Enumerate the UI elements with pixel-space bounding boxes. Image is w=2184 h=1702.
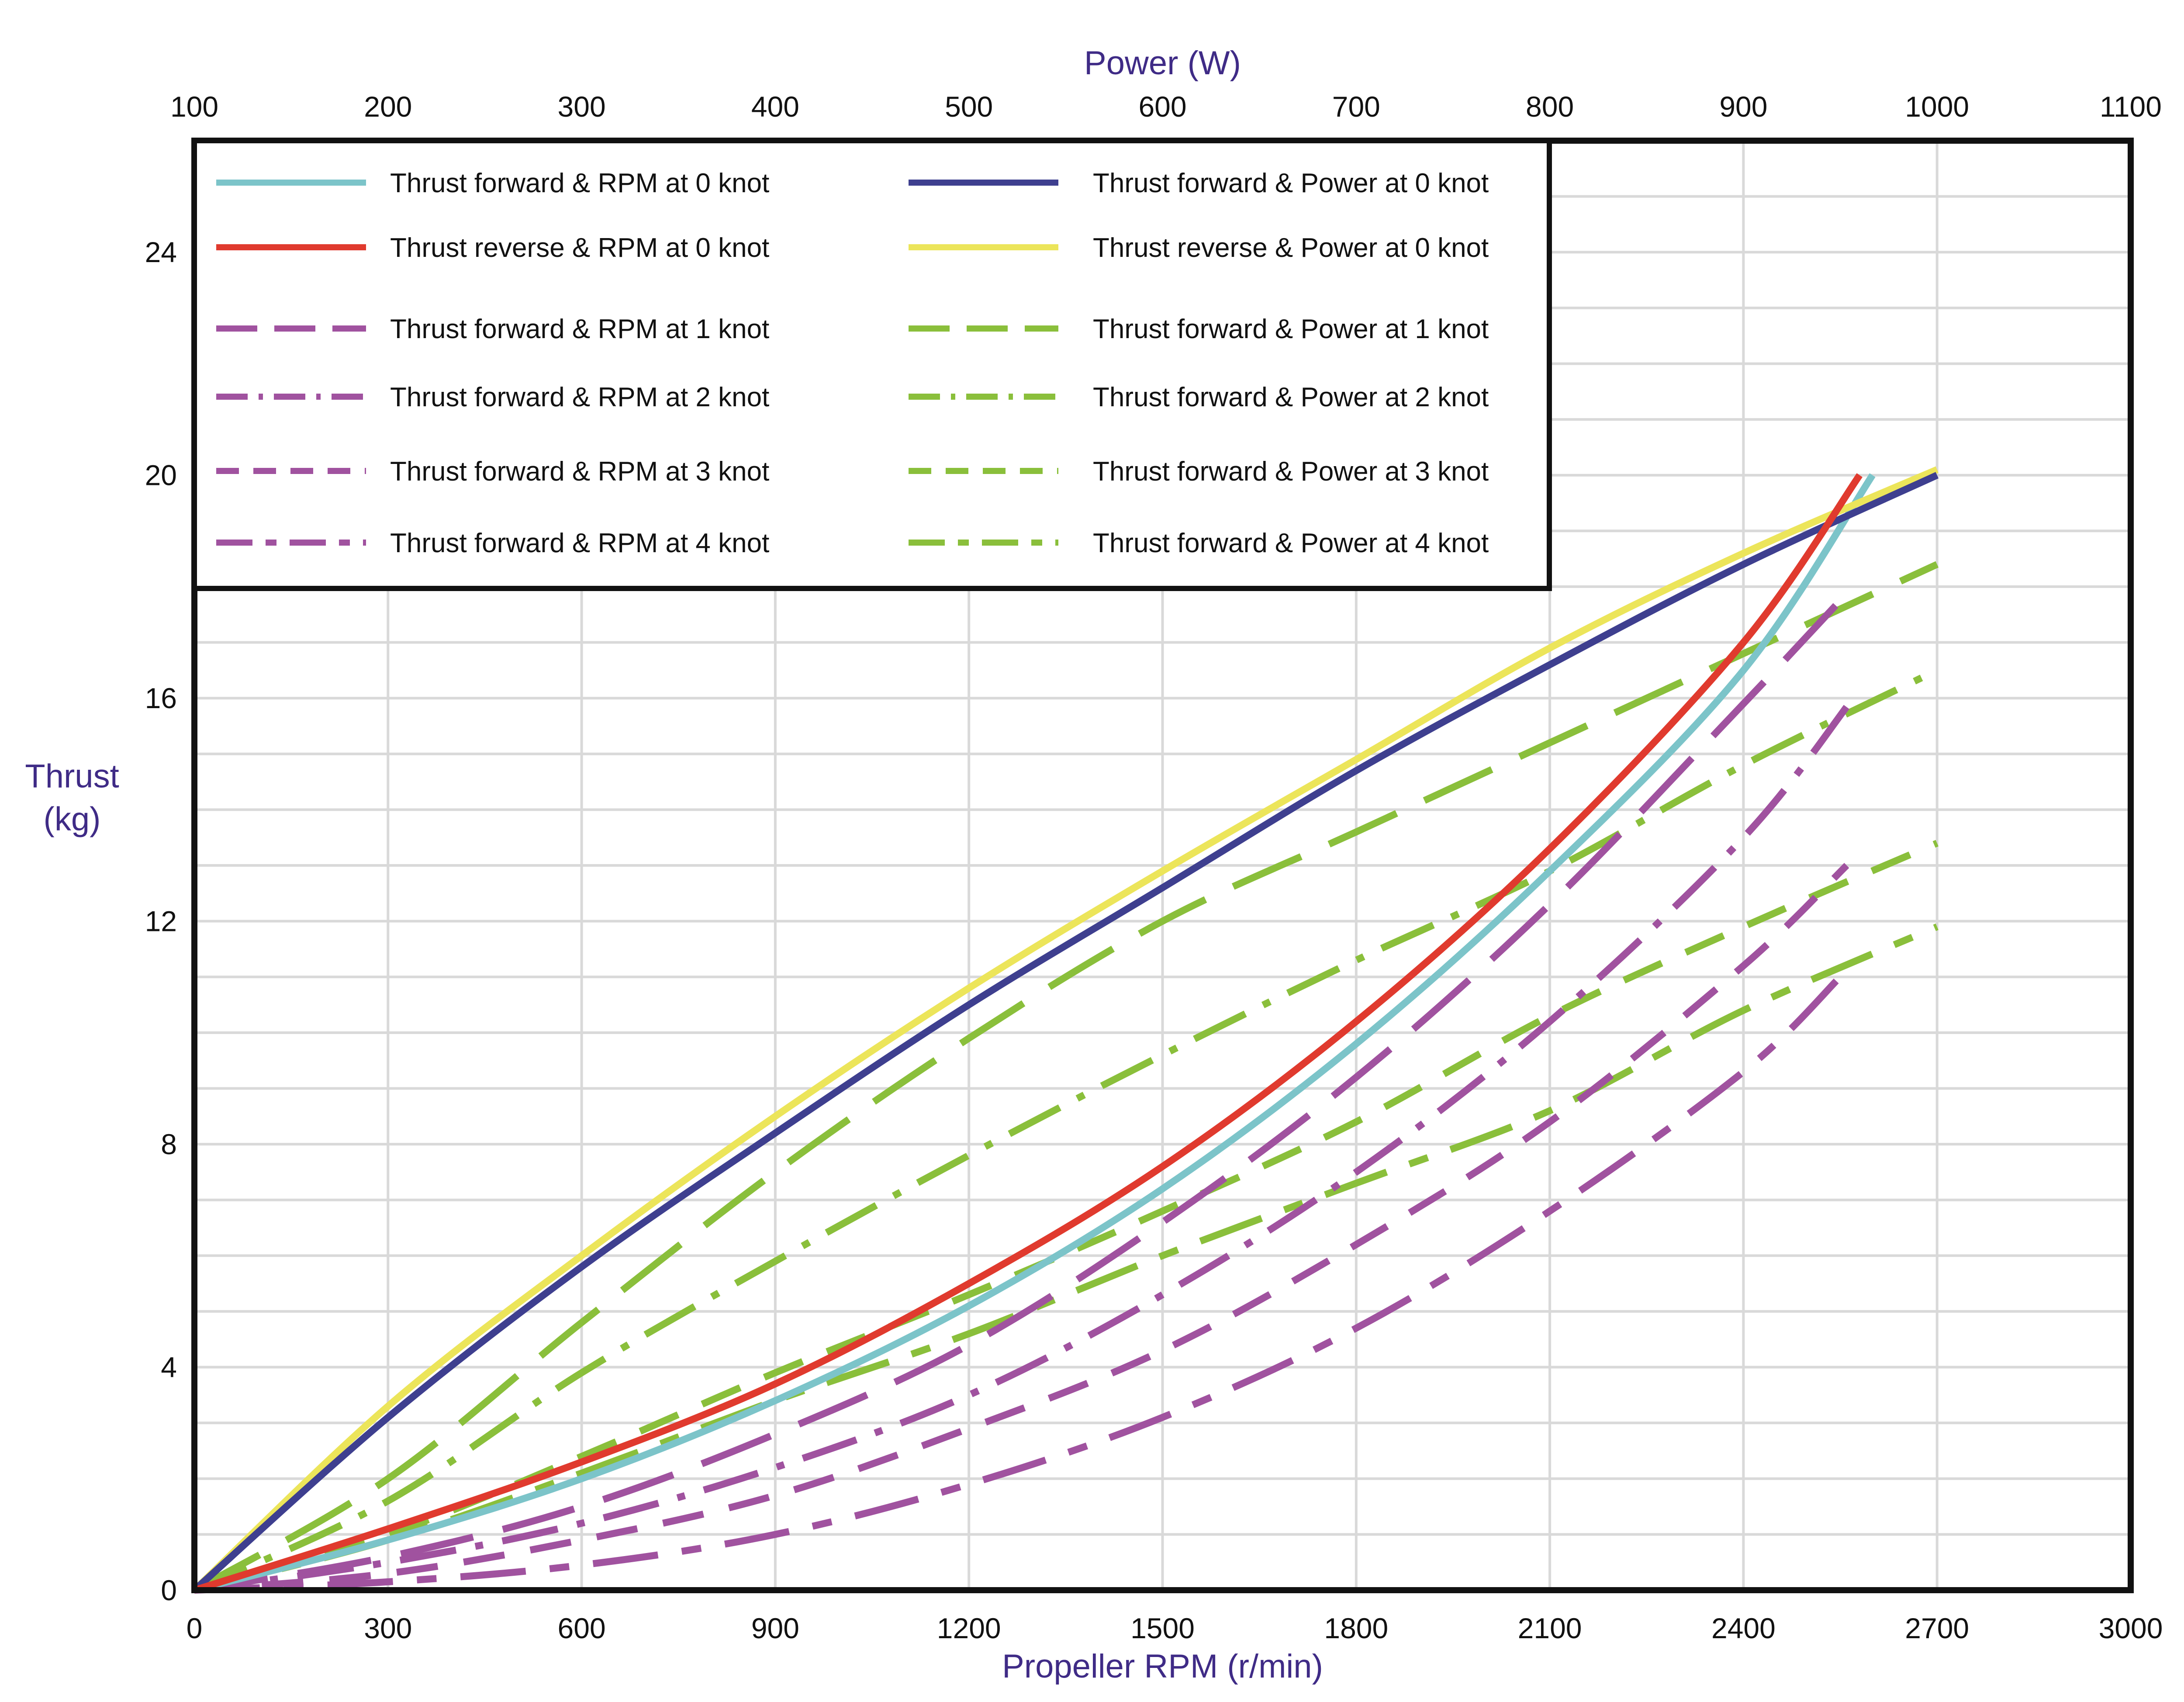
y-tick-label: 24 [145, 236, 177, 268]
legend-label: Thrust forward & Power at 1 knot [1093, 314, 1489, 344]
y-tick-label: 20 [145, 459, 177, 491]
tick-labels: 0 300 600 900 1200 1500 1800 2100 2400 2700 300010… [145, 90, 2163, 1644]
legend-label: Thrust forward & RPM at 3 knot [390, 457, 769, 487]
series-line-7 [194, 863, 1849, 1594]
x2-tick-label: 1000 [1905, 90, 1969, 123]
series-line-10 [193, 667, 1939, 1594]
x2-tick-label: 900 [1719, 90, 1767, 123]
legend-label: Thrust forward & RPM at 0 knot [390, 168, 769, 198]
series-layer [192, 466, 1939, 1594]
y-tick-label: 0 [161, 1574, 177, 1606]
x-tick-label: 2100 [1518, 1612, 1582, 1644]
x-tick-label: 1500 [1130, 1612, 1195, 1644]
y-tick-label: 12 [145, 905, 177, 937]
x-tick-label: 1200 [937, 1612, 1001, 1644]
y-tick-label: 16 [145, 682, 177, 714]
x-axis-title: Propeller RPM (r/min) [1002, 1648, 1323, 1685]
x2-axis-title: Power (W) [1084, 45, 1241, 82]
y-axis-title-line-1: Thrust [25, 758, 119, 795]
x2-tick-label: 500 [945, 90, 993, 123]
x2-tick-label: 1100 [2100, 90, 2162, 123]
x2-tick-label: 200 [364, 90, 412, 123]
x-tick-label: 0 [187, 1612, 203, 1644]
series-line-1 [193, 473, 1876, 1594]
x-tick-label: 2700 [1905, 1612, 1969, 1644]
x2-tick-label: 600 [1138, 90, 1186, 123]
y-tick-label: 4 [161, 1351, 177, 1384]
x2-tick-label: 300 [558, 90, 606, 123]
legend-label: Thrust reverse & Power at 0 knot [1093, 233, 1489, 263]
x2-tick-label: 700 [1332, 90, 1380, 123]
series-line-8 [194, 974, 1843, 1594]
legend-label: Thrust forward & RPM at 2 knot [390, 382, 769, 412]
x-tick-label: 3000 [2099, 1612, 2163, 1644]
x2-tick-label: 400 [751, 90, 799, 123]
x2-tick-label: 800 [1526, 90, 1574, 123]
x-tick-label: 2400 [1711, 1612, 1776, 1644]
x-tick-label: 1800 [1324, 1612, 1388, 1644]
legend-label: Thrust forward & RPM at 1 knot [390, 314, 769, 344]
legend-label: Thrust forward & Power at 3 knot [1093, 457, 1489, 487]
legend-box [192, 138, 1552, 591]
y-axis-title-line-2: (kg) [44, 800, 101, 837]
series-line-5 [194, 584, 1856, 1594]
x2-tick-label: 100 [170, 90, 218, 123]
series-line-3 [192, 472, 1939, 1593]
series-line-9 [193, 561, 1939, 1593]
legend-label: Thrust forward & Power at 0 knot [1093, 168, 1489, 198]
legend-label: Thrust reverse & RPM at 0 knot [390, 233, 769, 263]
legend-label: Thrust forward & Power at 4 knot [1093, 528, 1489, 558]
legend-label: Thrust forward & Power at 2 knot [1093, 382, 1489, 412]
series-line-2 [193, 473, 1863, 1594]
y-tick-label: 8 [161, 1128, 177, 1160]
x-tick-label: 900 [751, 1612, 799, 1644]
series-line-4 [192, 466, 1939, 1593]
x-tick-label: 300 [364, 1612, 412, 1644]
x-tick-label: 600 [558, 1612, 606, 1644]
legend: Thrust forward & RPM at 0 knot Thrust rev… [192, 138, 1552, 591]
legend-label: Thrust forward & RPM at 4 knot [390, 528, 769, 558]
